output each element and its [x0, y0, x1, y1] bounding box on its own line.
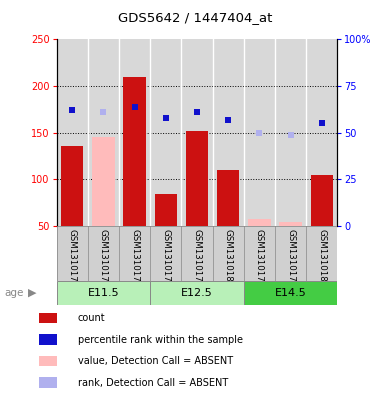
Bar	[154, 194, 177, 226]
Bar	[150, 281, 244, 305]
Text: GSM1310179: GSM1310179	[130, 229, 139, 287]
Text: GSM1310176: GSM1310176	[99, 229, 108, 287]
Bar	[123, 77, 146, 226]
Bar	[248, 219, 271, 226]
Bar	[39, 334, 57, 345]
Text: GSM1310178: GSM1310178	[286, 229, 295, 287]
Text: rank, Detection Call = ABSENT: rank, Detection Call = ABSENT	[78, 378, 228, 387]
Bar	[279, 222, 302, 226]
Text: count: count	[78, 313, 106, 323]
Bar	[39, 377, 57, 388]
Text: percentile rank within the sample: percentile rank within the sample	[78, 335, 243, 345]
Text: E12.5: E12.5	[181, 288, 213, 298]
Bar	[310, 174, 333, 226]
Bar	[39, 313, 57, 323]
Bar	[244, 281, 337, 305]
Text: GSM1310180: GSM1310180	[223, 229, 233, 287]
Text: GSM1310173: GSM1310173	[67, 229, 77, 287]
Bar	[57, 281, 150, 305]
Text: age: age	[4, 288, 23, 298]
Text: GSM1310175: GSM1310175	[255, 229, 264, 287]
Text: ▶: ▶	[28, 288, 37, 298]
Text: E14.5: E14.5	[275, 288, 307, 298]
Text: GSM1310181: GSM1310181	[317, 229, 326, 287]
Text: E11.5: E11.5	[87, 288, 119, 298]
Bar	[39, 356, 57, 366]
Text: GSM1310174: GSM1310174	[161, 229, 170, 287]
Text: GDS5642 / 1447404_at: GDS5642 / 1447404_at	[118, 11, 272, 24]
Bar	[92, 137, 115, 226]
Text: value, Detection Call = ABSENT: value, Detection Call = ABSENT	[78, 356, 233, 366]
Text: GSM1310177: GSM1310177	[192, 229, 202, 287]
Bar	[217, 170, 239, 226]
Bar	[61, 146, 83, 226]
Bar	[186, 131, 208, 226]
